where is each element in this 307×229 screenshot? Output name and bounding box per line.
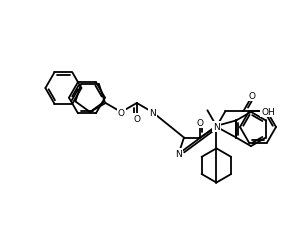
Text: N: N [149,108,156,117]
Text: N: N [175,150,182,158]
Text: O: O [249,92,256,101]
Text: N: N [149,108,156,117]
Text: O: O [133,114,140,123]
Text: OH: OH [261,107,275,116]
Text: O: O [197,118,204,127]
Text: N: N [213,123,220,132]
Text: O: O [118,108,125,117]
